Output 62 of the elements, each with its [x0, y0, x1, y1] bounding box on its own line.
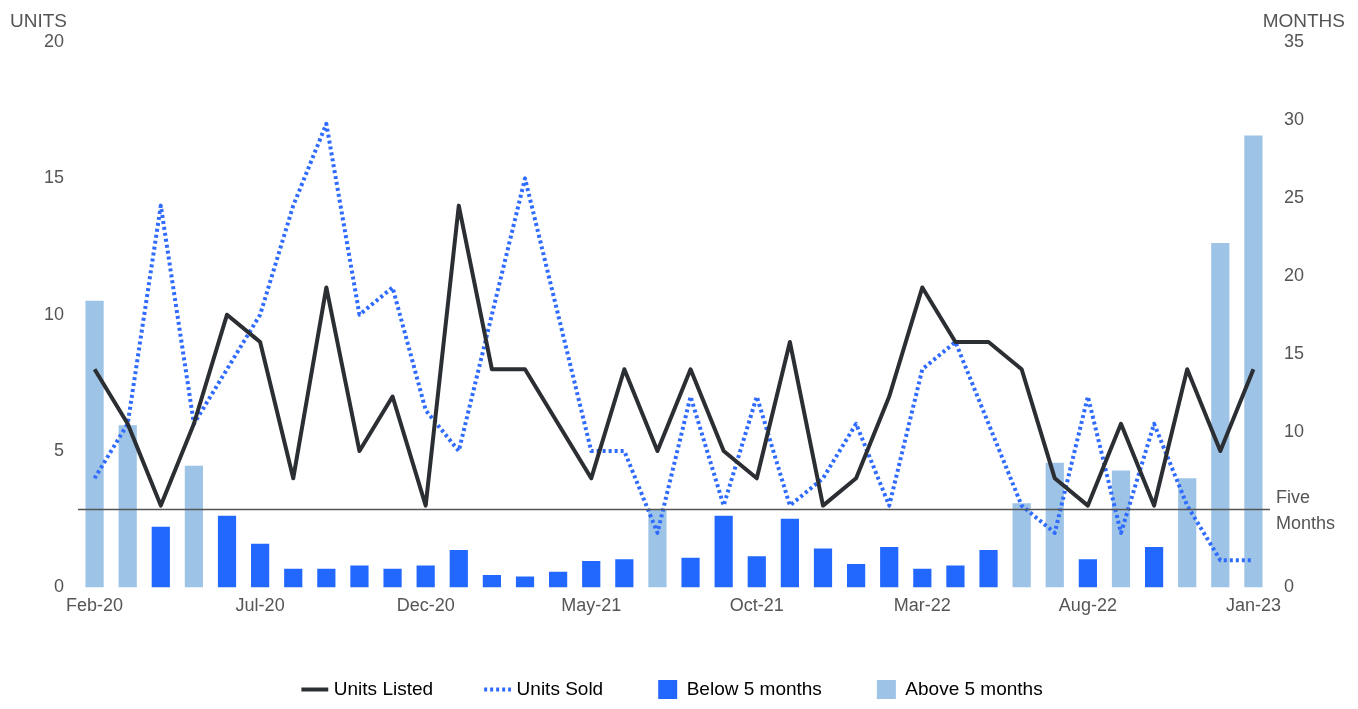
bar [549, 571, 568, 588]
bar [847, 564, 866, 588]
bar [780, 518, 799, 588]
legend-label: Below 5 months [686, 677, 822, 699]
bar [880, 546, 899, 588]
x-tick-label: May-21 [561, 595, 622, 616]
legend-label: Above 5 months [905, 677, 1043, 699]
bar [515, 576, 535, 588]
bar [217, 515, 237, 588]
legend-label: Units Listed [333, 677, 434, 699]
x-tick-label: Oct-21 [729, 595, 784, 616]
y-tick-label: 20 [43, 30, 65, 51]
bar [317, 568, 336, 588]
legend-label: Units Sold [516, 677, 604, 699]
bar [118, 425, 137, 588]
y-tick-label: 5 [54, 440, 65, 461]
bar [482, 574, 501, 588]
y2-axis-title: MONTHS [1262, 10, 1345, 32]
bar [449, 550, 468, 588]
bar [1012, 503, 1031, 588]
bar [85, 300, 104, 588]
y-tick-label: 0 [54, 576, 65, 597]
bar [284, 568, 303, 588]
x-tick-label: Dec-20 [396, 595, 455, 616]
bar [1078, 559, 1097, 588]
x-tick-label: Aug-22 [1058, 595, 1117, 616]
x-tick-label: Feb-20 [66, 595, 124, 616]
bar [151, 526, 170, 588]
y-tick-label: 10 [43, 303, 65, 324]
bar [251, 543, 270, 588]
y2-tick-label: 25 [1283, 186, 1305, 207]
bar [615, 559, 634, 588]
x-tick-label: Jan-23 [1225, 595, 1281, 616]
bar [681, 557, 700, 588]
y2-tick-label: 30 [1283, 108, 1305, 129]
y2-tick-label: 35 [1283, 30, 1305, 51]
y2-tick-label: 0 [1283, 576, 1294, 597]
bar [582, 560, 601, 588]
y2-tick-label: 20 [1283, 264, 1305, 285]
x-tick-label: Mar-22 [893, 595, 951, 616]
bar [416, 565, 435, 588]
y-tick-label: 15 [43, 167, 65, 188]
bar [714, 515, 733, 588]
y-axis-title: UNITS [10, 10, 67, 32]
ref-line-label: Five Months [1275, 487, 1336, 534]
bar [813, 548, 833, 588]
y2-tick-label: 10 [1283, 420, 1305, 441]
bar [1144, 546, 1164, 588]
bar [184, 465, 204, 588]
bar [1211, 243, 1230, 588]
bar [1178, 478, 1197, 588]
bar [350, 565, 369, 588]
bar [383, 568, 402, 588]
bar [979, 550, 998, 588]
x-tick-label: Jul-20 [235, 595, 285, 616]
bar [913, 568, 932, 588]
bar [648, 509, 667, 588]
bar [1244, 135, 1263, 588]
bar [1111, 470, 1131, 588]
bar [747, 556, 766, 588]
y2-tick-label: 15 [1283, 342, 1305, 363]
bar [946, 565, 965, 588]
